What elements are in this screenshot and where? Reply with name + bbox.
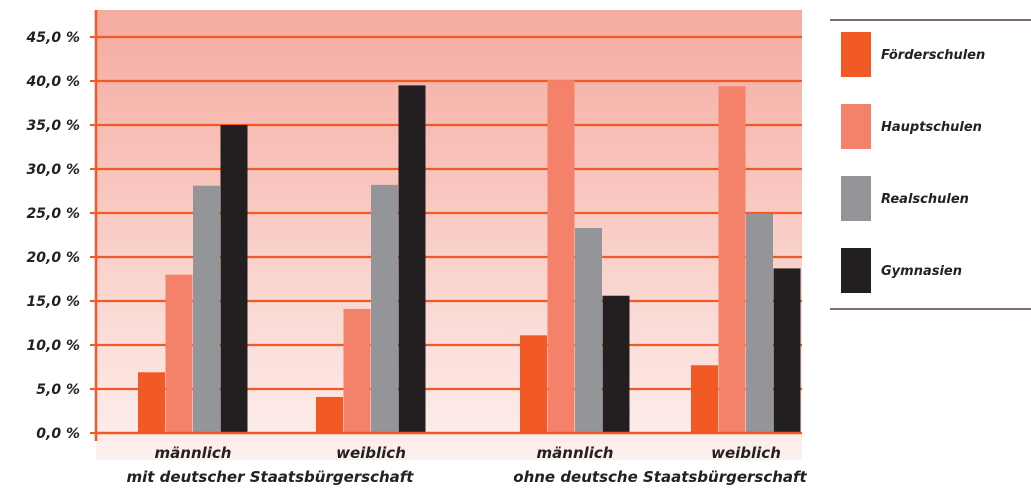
y-tick-label: 10,0 %	[27, 338, 80, 354]
bar	[398, 85, 426, 434]
legend-swatch	[841, 248, 871, 293]
legend-swatch	[841, 104, 871, 149]
bar	[520, 335, 547, 433]
bar	[193, 185, 220, 433]
x-category-label: männlich	[155, 444, 232, 462]
bar	[165, 274, 193, 433]
bar	[343, 308, 371, 433]
bars	[138, 80, 801, 434]
y-tick-label: 0,0 %	[36, 426, 80, 442]
legend-swatch	[841, 32, 871, 77]
bar	[371, 184, 398, 433]
x-category-label: weiblich	[711, 444, 781, 462]
axes	[90, 10, 802, 441]
y-tick-label: 5,0 %	[36, 382, 80, 398]
x-category-label: männlich	[537, 444, 614, 462]
legend-swatch	[841, 176, 871, 221]
x-group-label: ohne deutsche Staatsbürgerschaft	[513, 468, 807, 486]
bar	[691, 365, 718, 433]
x-group-label: mit deutscher Staatsbürgerschaft	[127, 468, 415, 486]
bar	[547, 80, 575, 434]
bar	[718, 86, 746, 433]
legend-label: Gymnasien	[881, 264, 962, 279]
bar	[138, 372, 165, 433]
bar	[746, 213, 773, 433]
axis-labels: 0,0 % 5,0 % 10,0 % 15,0 % 20,0 % 25,0 % 30,0 %…	[26, 30, 808, 486]
bar	[220, 125, 248, 433]
legend-label: Realschulen	[881, 192, 969, 207]
y-tick-label: 40,0 %	[26, 74, 80, 90]
x-category-label: weiblich	[336, 444, 406, 462]
y-tick-label: 45,0 %	[26, 30, 80, 46]
y-tick-label: 35,0 %	[27, 118, 80, 134]
y-tick-label: 30,0 %	[27, 162, 80, 178]
y-tick-label: 20,0 %	[27, 250, 80, 266]
bar	[575, 227, 602, 433]
bar	[602, 295, 630, 433]
bar	[316, 396, 343, 433]
legend: Förderschulen Hauptschulen Realschulen Gymn…	[830, 19, 1031, 310]
legend-label: Hauptschulen	[881, 120, 982, 135]
y-tick-label: 15,0 %	[27, 294, 80, 310]
y-tick-label: 25,0 %	[27, 206, 80, 222]
bar	[773, 268, 801, 433]
legend-label: Förderschulen	[881, 48, 985, 63]
